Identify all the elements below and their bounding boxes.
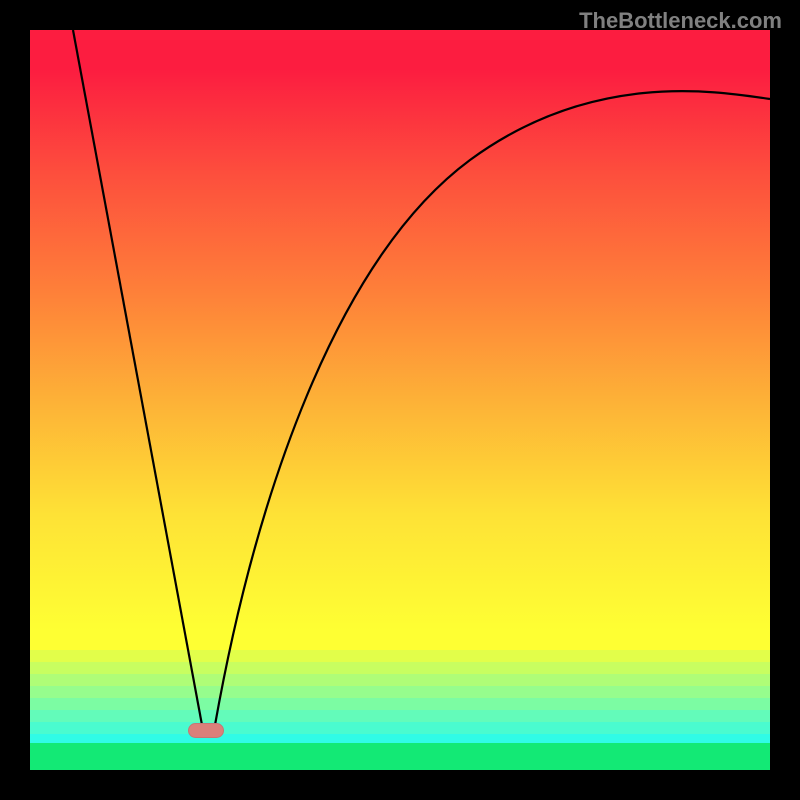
optimal-point-marker [188,723,224,738]
gradient-band [30,650,770,662]
gradient-band [30,515,770,630]
gradient-band [30,686,770,698]
gradient-band [30,30,770,70]
gradient-band [30,400,770,515]
gradient-band [30,722,770,734]
gradient-band [30,70,770,175]
gradient-band [30,662,770,674]
gradient-band [30,674,770,686]
gradient-band [30,175,770,290]
watermark-text: TheBottleneck.com [579,8,782,34]
gradient-band [30,290,770,400]
gradient-band [30,743,770,770]
gradient-band [30,710,770,722]
bottleneck-chart: TheBottleneck.com [0,0,800,800]
gradient-band [30,630,770,650]
gradient-band [30,698,770,710]
gradient-band [30,734,770,743]
plot-area [30,30,770,770]
